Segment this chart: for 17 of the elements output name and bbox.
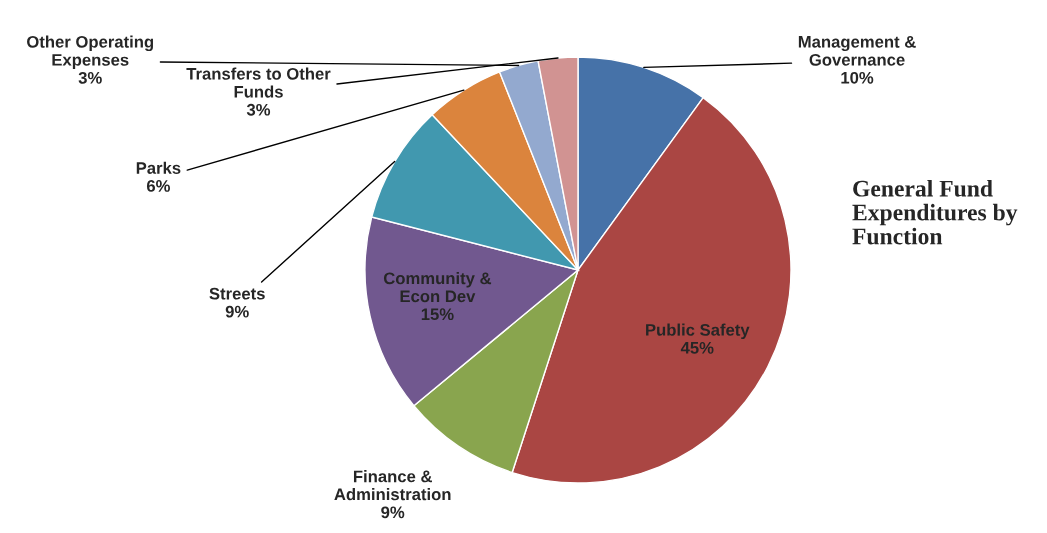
slice-label: Management & Governance bbox=[798, 36, 916, 66]
slice-label: Transfers to Other Funds bbox=[186, 67, 331, 98]
slice-label: Streets bbox=[209, 287, 265, 300]
data-label: 9% bbox=[225, 305, 249, 318]
data-label: 3% bbox=[246, 103, 271, 116]
slice-label: Finance & Administration bbox=[334, 470, 451, 501]
data-label: 3% bbox=[78, 71, 102, 84]
text: General Fund Expenditures by Function bbox=[852, 180, 1018, 245]
slice-label: Public Safety bbox=[646, 323, 750, 340]
slice-label: Parks bbox=[136, 161, 181, 174]
data-label: 15% bbox=[421, 308, 454, 321]
data-label: 10% bbox=[841, 71, 874, 84]
data-label: 9% bbox=[381, 506, 405, 519]
data-label: 6% bbox=[146, 180, 170, 192]
data-label: 45% bbox=[680, 341, 714, 354]
slice-label: Other Operating Expenses bbox=[27, 35, 154, 70]
slice-label: Community & Econ Dev bbox=[383, 271, 492, 303]
